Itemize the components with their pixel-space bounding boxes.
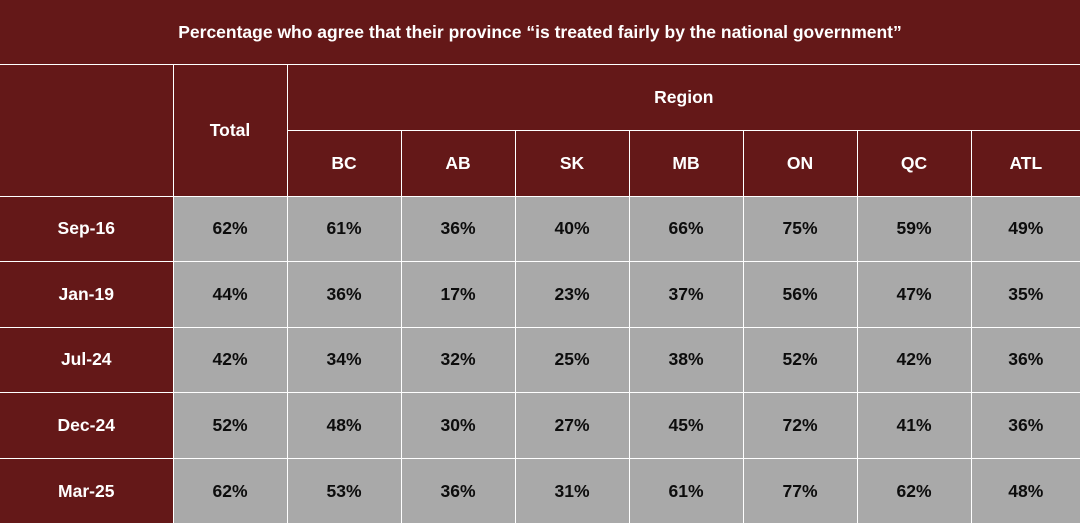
value-cell-mb: 61%	[628, 457, 744, 524]
total-cell: 44%	[172, 261, 288, 328]
column-header-mb: MB	[628, 129, 744, 197]
value-cell-sk: 27%	[514, 392, 630, 459]
value-cell-on: 52%	[742, 326, 858, 394]
data-table: Total Region BC AB SK MB ON QC ATL Sep-16 62% 61…	[0, 65, 1080, 524]
value-cell-atl: 36%	[970, 392, 1080, 459]
table-row: Sep-16 62% 61% 36% 40% 66% 75% 59% 49%	[0, 195, 1080, 263]
column-header-sk: SK	[514, 129, 630, 197]
total-header: Total	[172, 65, 288, 197]
value-cell-mb: 37%	[628, 261, 744, 328]
total-cell: 62%	[172, 457, 288, 524]
row-label: Mar-25	[0, 457, 174, 524]
value-cell-mb: 38%	[628, 326, 744, 394]
column-header-bc: BC	[287, 129, 402, 197]
total-cell: 62%	[172, 195, 288, 263]
value-cell-on: 77%	[742, 457, 858, 524]
column-header-qc: QC	[856, 129, 972, 197]
total-cell: 52%	[172, 392, 288, 459]
value-cell-atl: 35%	[970, 261, 1080, 328]
value-cell-on: 75%	[742, 195, 858, 263]
value-cell-ab: 36%	[400, 457, 516, 524]
column-header-atl: ATL	[970, 129, 1080, 197]
total-cell: 42%	[172, 326, 288, 394]
chart-title: Percentage who agree that their province…	[0, 0, 1080, 65]
value-cell-atl: 49%	[970, 195, 1080, 263]
value-cell-mb: 45%	[628, 392, 744, 459]
corner-header	[0, 65, 174, 197]
value-cell-bc: 61%	[286, 195, 402, 263]
value-cell-sk: 40%	[514, 195, 630, 263]
value-cell-bc: 34%	[286, 326, 402, 394]
table-row: Dec-24 52% 48% 30% 27% 45% 72% 41% 36%	[0, 392, 1080, 459]
value-cell-on: 72%	[742, 392, 858, 459]
region-group-header: Region	[286, 65, 1080, 131]
value-cell-ab: 36%	[400, 195, 516, 263]
value-cell-atl: 36%	[970, 326, 1080, 394]
value-cell-ab: 32%	[400, 326, 516, 394]
value-cell-qc: 42%	[856, 326, 972, 394]
value-cell-qc: 47%	[856, 261, 972, 328]
table-row: Jan-19 44% 36% 17% 23% 37% 56% 47% 35%	[0, 261, 1080, 328]
value-cell-on: 56%	[742, 261, 858, 328]
value-cell-qc: 59%	[856, 195, 972, 263]
table-row: Mar-25 62% 53% 36% 31% 61% 77% 62% 48%	[0, 457, 1080, 524]
row-label: Dec-24	[0, 392, 174, 459]
value-cell-bc: 53%	[286, 457, 402, 524]
column-header-on: ON	[742, 129, 858, 197]
value-cell-bc: 48%	[286, 392, 402, 459]
value-cell-mb: 66%	[628, 195, 744, 263]
row-label: Jan-19	[0, 261, 174, 328]
value-cell-qc: 41%	[856, 392, 972, 459]
row-label: Sep-16	[0, 196, 174, 263]
value-cell-sk: 31%	[514, 457, 630, 524]
value-cell-bc: 36%	[286, 261, 402, 328]
value-cell-ab: 17%	[400, 261, 516, 328]
table-row: Jul-24 42% 34% 32% 25% 38% 52% 42% 36%	[0, 326, 1080, 394]
value-cell-atl: 48%	[970, 457, 1080, 524]
column-header-ab: AB	[400, 129, 516, 197]
row-label: Jul-24	[0, 326, 174, 394]
value-cell-qc: 62%	[856, 457, 972, 524]
value-cell-sk: 23%	[514, 261, 630, 328]
value-cell-sk: 25%	[514, 326, 630, 394]
value-cell-ab: 30%	[400, 392, 516, 459]
